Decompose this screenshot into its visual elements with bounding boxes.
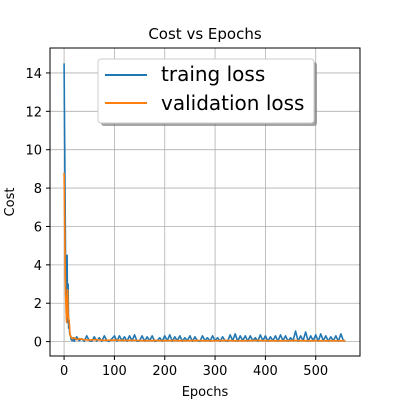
legend: traing loss validation loss <box>97 58 317 126</box>
legend-label-training: traing loss <box>161 62 265 86</box>
validation-loss-line <box>63 172 346 342</box>
y-axis-label: Cost <box>3 188 18 217</box>
chart-title: Cost vs Epochs <box>148 25 262 43</box>
plot-frame <box>49 47 361 357</box>
y-tick-label: 6 <box>34 220 42 235</box>
legend-box <box>97 58 315 124</box>
y-tick-label: 4 <box>34 259 42 274</box>
y-tick-label: 14 <box>25 67 42 82</box>
y-tick-label: 2 <box>34 297 42 312</box>
x-tick-label: 100 <box>102 364 127 379</box>
x-tick-label: 500 <box>303 364 328 379</box>
x-tick-label: 400 <box>253 364 278 379</box>
y-tick-label: 10 <box>25 144 42 159</box>
series-lines <box>63 63 346 343</box>
legend-label-validation: validation loss <box>161 91 304 115</box>
x-tick-label: 300 <box>203 364 228 379</box>
x-tick-label: 200 <box>152 364 177 379</box>
x-tick-label: 0 <box>60 364 68 379</box>
y-tick-label: 12 <box>25 105 42 120</box>
x-axis-label: Epochs <box>182 385 229 400</box>
y-tick-label: 0 <box>34 336 42 351</box>
y-tick-label: 8 <box>34 182 42 197</box>
ticks: 0 100 200 300 400 500 0 2 4 6 8 10 12 14 <box>25 67 328 379</box>
